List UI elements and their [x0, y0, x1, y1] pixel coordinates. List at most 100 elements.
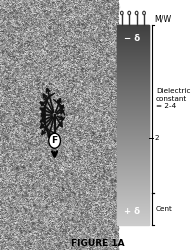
Bar	[117, 72, 149, 73]
Bar	[117, 158, 149, 159]
Bar	[117, 211, 149, 212]
Bar	[117, 187, 149, 188]
Bar	[117, 156, 149, 157]
Bar	[117, 175, 149, 176]
Bar	[117, 180, 149, 181]
Bar	[117, 51, 149, 52]
Bar	[117, 195, 149, 196]
Bar	[117, 30, 149, 31]
Bar	[117, 121, 149, 122]
Bar	[117, 57, 149, 58]
Bar	[117, 92, 149, 93]
Bar	[117, 105, 149, 106]
Bar	[117, 46, 149, 47]
Bar	[117, 109, 149, 110]
Bar	[117, 171, 149, 172]
Bar	[117, 91, 149, 92]
Bar	[117, 34, 149, 35]
Bar	[117, 82, 149, 83]
Bar	[117, 45, 149, 46]
Bar	[117, 89, 149, 90]
Bar	[117, 196, 149, 197]
Bar	[117, 219, 149, 220]
Text: F: F	[51, 136, 58, 145]
Bar	[117, 194, 149, 195]
Bar	[117, 114, 149, 115]
Circle shape	[143, 11, 145, 15]
Bar	[117, 75, 149, 76]
Bar	[117, 38, 149, 39]
Bar	[117, 43, 149, 44]
Bar	[117, 173, 149, 174]
Bar	[117, 86, 149, 87]
Bar	[117, 40, 149, 41]
Bar	[117, 112, 149, 113]
Bar	[117, 108, 149, 109]
Bar	[117, 147, 149, 148]
Bar	[117, 198, 149, 199]
Bar	[117, 102, 149, 103]
Bar	[117, 101, 149, 102]
Bar	[117, 68, 149, 69]
Bar	[117, 64, 149, 65]
Bar	[117, 183, 149, 184]
Bar	[117, 100, 149, 101]
Bar	[117, 162, 149, 163]
Bar	[117, 124, 149, 125]
Bar	[117, 182, 149, 183]
Bar	[117, 185, 149, 186]
Bar	[117, 220, 149, 221]
Bar	[117, 74, 149, 75]
Bar	[117, 63, 149, 64]
Bar	[117, 208, 149, 209]
Bar	[117, 33, 149, 34]
Bar	[117, 27, 149, 28]
Bar	[117, 120, 149, 121]
Bar	[117, 222, 149, 223]
Bar	[117, 221, 149, 222]
Bar	[117, 169, 149, 170]
Bar	[117, 111, 149, 112]
Bar	[117, 110, 149, 111]
Text: − δ: − δ	[124, 34, 141, 43]
Bar	[117, 84, 149, 85]
Bar	[117, 142, 149, 143]
Bar	[117, 224, 149, 225]
Bar	[117, 65, 149, 66]
Bar	[117, 93, 149, 94]
Bar	[117, 28, 149, 29]
Bar	[117, 176, 149, 177]
Bar	[117, 135, 149, 136]
Bar	[117, 98, 149, 99]
Bar	[117, 189, 149, 190]
Bar	[117, 216, 149, 217]
Bar	[117, 104, 149, 105]
Bar	[117, 117, 149, 118]
Bar	[117, 39, 149, 40]
Bar	[117, 113, 149, 114]
Bar	[117, 193, 149, 194]
Bar	[117, 144, 149, 145]
Bar	[117, 199, 149, 200]
Bar	[117, 103, 149, 104]
Bar	[117, 123, 149, 124]
Bar	[117, 119, 149, 120]
Bar	[117, 71, 149, 72]
Circle shape	[128, 11, 131, 15]
Bar	[117, 94, 149, 95]
Bar	[117, 138, 149, 139]
Bar	[117, 165, 149, 166]
Bar	[117, 26, 149, 27]
Bar	[117, 166, 149, 167]
Bar	[117, 81, 149, 82]
Bar	[117, 50, 149, 51]
Bar	[117, 178, 149, 179]
Bar	[117, 204, 149, 205]
Bar	[117, 42, 149, 43]
Bar	[117, 200, 149, 201]
Bar	[117, 59, 149, 60]
Bar	[117, 161, 149, 162]
Bar	[117, 115, 149, 116]
Bar	[117, 70, 149, 71]
Bar	[117, 125, 149, 126]
